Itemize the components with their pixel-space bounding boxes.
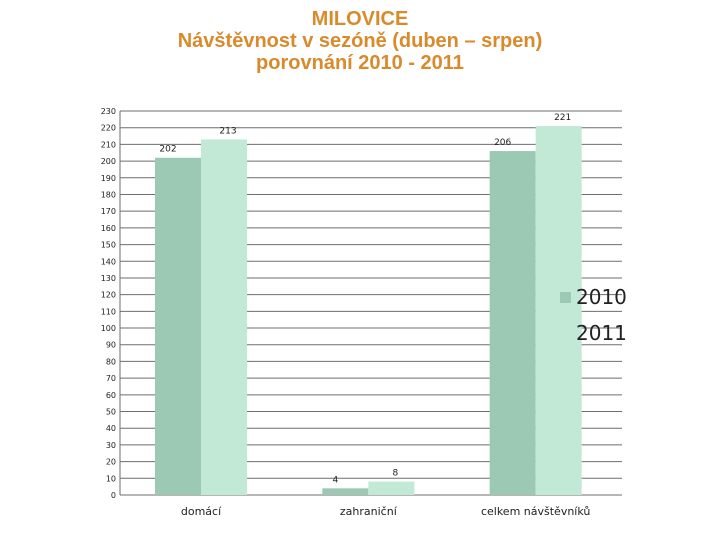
bar-2010-1	[322, 488, 369, 495]
y-tick-label: 140	[101, 257, 116, 266]
y-tick-label: 30	[106, 441, 116, 450]
y-tick-label: 70	[106, 374, 116, 383]
y-tick-label: 0	[111, 491, 116, 500]
bar-2011-1	[368, 481, 415, 495]
x-tick-label: zahraniční	[340, 505, 398, 518]
data-label: 8	[392, 469, 398, 479]
bar-2010-2	[489, 151, 536, 495]
y-tick-label: 150	[101, 241, 116, 250]
data-label: 206	[494, 138, 511, 148]
bar-2011-0	[201, 139, 247, 495]
x-tick-label: celkem návštěvníků	[481, 505, 590, 518]
title-line-1: MILOVICE	[311, 8, 409, 30]
y-tick-label: 160	[101, 224, 116, 233]
y-tick-label: 90	[106, 341, 116, 350]
y-tick-label: 80	[106, 357, 116, 366]
y-tick-label: 220	[101, 124, 116, 133]
y-tick-label: 50	[106, 408, 116, 417]
title-line-2: Návštěvnost v sezóně (duben – srpen)	[177, 30, 543, 52]
bar-2011-2	[535, 126, 582, 495]
x-tick-label: domácí	[181, 505, 222, 518]
y-tick-label: 230	[101, 107, 116, 116]
y-tick-label: 130	[101, 274, 116, 283]
y-tick-label: 170	[101, 207, 116, 216]
title-line-3: porovnání 2010 - 2011	[256, 52, 464, 74]
y-tick-label: 20	[106, 458, 116, 467]
y-tick-label: 180	[101, 190, 116, 199]
bar-2010-0	[155, 157, 201, 495]
y-tick-label: 110	[101, 307, 116, 316]
y-tick-label: 40	[106, 424, 116, 433]
data-label: 213	[219, 126, 236, 136]
chart-title: MILOVICE Návštěvnost v sezóně (duben – s…	[0, 8, 720, 74]
data-label: 202	[159, 145, 176, 155]
y-tick-label: 190	[101, 174, 116, 183]
legend-swatch-2011	[560, 328, 571, 339]
y-tick-label: 100	[101, 324, 116, 333]
legend-label-2010: 2010	[576, 285, 627, 309]
y-tick-label: 200	[101, 157, 116, 166]
y-tick-label: 10	[106, 474, 116, 483]
y-tick-label: 210	[101, 140, 116, 149]
data-label: 4	[332, 475, 338, 485]
y-tick-label: 60	[106, 391, 116, 400]
legend-label-2011: 2011	[576, 321, 627, 345]
data-label: 221	[554, 113, 571, 123]
y-tick-label: 120	[101, 291, 116, 300]
legend-swatch-2010	[560, 292, 571, 303]
